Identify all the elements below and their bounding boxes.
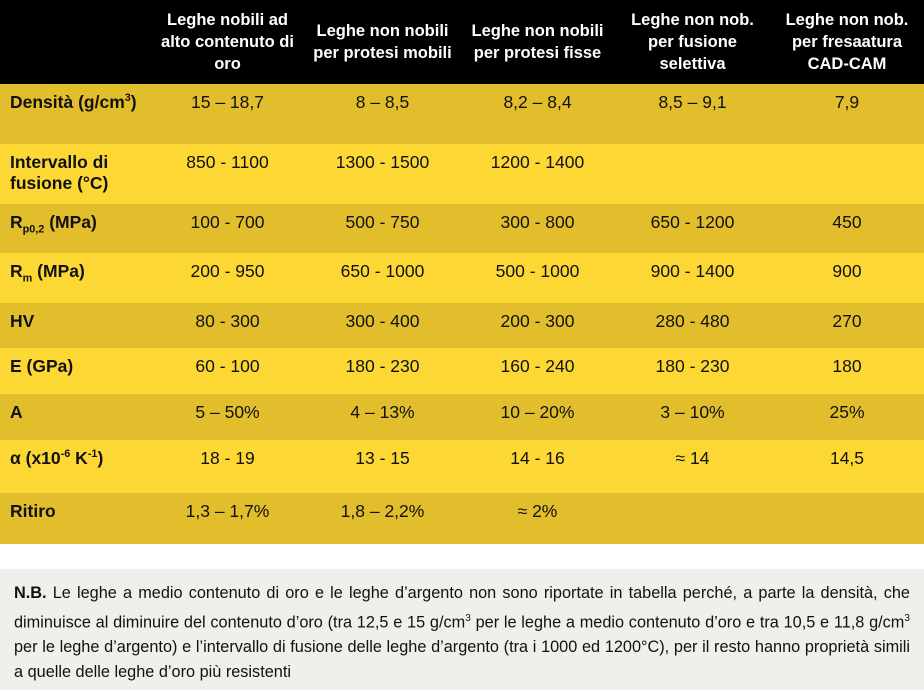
cell: 3 – 10% bbox=[660, 402, 725, 422]
cell bbox=[615, 493, 770, 544]
cell: 180 - 230 bbox=[345, 356, 420, 376]
cell: 10 – 20% bbox=[500, 402, 575, 422]
row-label: Densità (g/cm3) bbox=[10, 92, 137, 112]
cell: ≈ 2% bbox=[517, 501, 558, 521]
header-corner bbox=[0, 0, 150, 84]
cell: 7,9 bbox=[834, 92, 860, 112]
cell bbox=[615, 144, 770, 204]
cell: 280 - 480 bbox=[655, 311, 730, 331]
cell: 60 - 100 bbox=[195, 356, 260, 376]
cell: 650 - 1200 bbox=[650, 212, 735, 232]
cell: 1300 - 1500 bbox=[335, 152, 430, 172]
cell: 1200 - 1400 bbox=[490, 152, 585, 172]
cell: 500 - 750 bbox=[345, 212, 420, 232]
header-row: Leghe nobili ad alto contenuto di oro Le… bbox=[0, 0, 924, 84]
row-label: Intervallo di fusione (°C) bbox=[10, 152, 109, 193]
footnote: N.B. Le leghe a medio contenuto di oro e… bbox=[0, 569, 924, 690]
cell: 8,5 – 9,1 bbox=[658, 92, 727, 112]
cell: 1,8 – 2,2% bbox=[340, 501, 425, 521]
cell: 14,5 bbox=[829, 448, 865, 468]
cell: 650 - 1000 bbox=[340, 261, 425, 281]
row-elastic-modulus: E (GPa) 60 - 100 180 - 230 160 - 240 180… bbox=[0, 348, 924, 394]
cell: 8,2 – 8,4 bbox=[503, 92, 572, 112]
row-label: Rm (MPa) bbox=[10, 261, 85, 285]
cell: 80 - 300 bbox=[195, 311, 260, 331]
cell bbox=[770, 144, 924, 204]
cell: 25% bbox=[829, 402, 865, 422]
row-thermal-expansion: α (x10-6 K-1) 18 - 19 13 - 15 14 - 16 ≈ … bbox=[0, 440, 924, 493]
cell: 8 – 8,5 bbox=[355, 92, 410, 112]
cell: 15 – 18,7 bbox=[191, 92, 264, 112]
cell: 850 - 1100 bbox=[186, 152, 269, 172]
header-cad-cam: Leghe non nob. per fresaatura CAD-CAM bbox=[785, 11, 909, 73]
row-elongation: A 5 – 50% 4 – 13% 10 – 20% 3 – 10% 25% bbox=[0, 394, 924, 440]
cell: 14 - 16 bbox=[510, 448, 565, 468]
header-gold-alloys: Leghe nobili ad alto contenuto di oro bbox=[161, 11, 294, 73]
cell: 900 bbox=[832, 261, 862, 281]
cell: 18 - 19 bbox=[200, 448, 255, 468]
row-label: A bbox=[10, 402, 23, 422]
row-tensile-strength: Rm (MPa) 200 - 950 650 - 1000 500 - 1000… bbox=[0, 253, 924, 303]
cell: 100 - 700 bbox=[190, 212, 265, 232]
cell: 300 - 400 bbox=[345, 311, 420, 331]
cell: ≈ 14 bbox=[675, 448, 710, 468]
row-hardness: HV 80 - 300 300 - 400 200 - 300 280 - 48… bbox=[0, 303, 924, 348]
cell: 180 - 230 bbox=[655, 356, 730, 376]
row-label: HV bbox=[10, 311, 35, 331]
row-label: α (x10-6 K-1) bbox=[10, 448, 104, 468]
cell: 160 - 240 bbox=[500, 356, 575, 376]
row-shrinkage: Ritiro 1,3 – 1,7% 1,8 – 2,2% ≈ 2% bbox=[0, 493, 924, 544]
cell: 5 – 50% bbox=[195, 402, 260, 422]
row-label: Rp0,2 (MPa) bbox=[10, 212, 97, 236]
cell: 270 bbox=[832, 311, 862, 331]
header-selective-melting: Leghe non nob. per fusione selettiva bbox=[631, 11, 754, 73]
row-yield-strength: Rp0,2 (MPa) 100 - 700 500 - 750 300 - 80… bbox=[0, 204, 924, 253]
cell: 1,3 – 1,7% bbox=[185, 501, 270, 521]
cell bbox=[770, 493, 924, 544]
cell: 4 – 13% bbox=[350, 402, 415, 422]
header-removable-prosthesis: Leghe non nobili per protesi mobili bbox=[313, 22, 452, 62]
cell: 180 bbox=[832, 356, 862, 376]
row-density: Densità (g/cm3) 15 – 18,7 8 – 8,5 8,2 – … bbox=[0, 84, 924, 144]
row-label: E (GPa) bbox=[10, 356, 74, 376]
row-melting-range: Intervallo di fusione (°C) 850 - 1100 13… bbox=[0, 144, 924, 204]
cell: 500 - 1000 bbox=[495, 261, 580, 281]
header-fixed-prosthesis: Leghe non nobili per protesi fisse bbox=[471, 22, 604, 62]
cell: 450 bbox=[832, 212, 862, 232]
row-label: Ritiro bbox=[10, 501, 56, 521]
cell: 13 - 15 bbox=[355, 448, 410, 468]
alloy-properties-table: Leghe nobili ad alto contenuto di oro Le… bbox=[0, 0, 924, 544]
cell: 300 - 800 bbox=[500, 212, 575, 232]
cell: 900 - 1400 bbox=[650, 261, 735, 281]
cell: 200 - 300 bbox=[500, 311, 575, 331]
cell: 200 - 950 bbox=[190, 261, 265, 281]
